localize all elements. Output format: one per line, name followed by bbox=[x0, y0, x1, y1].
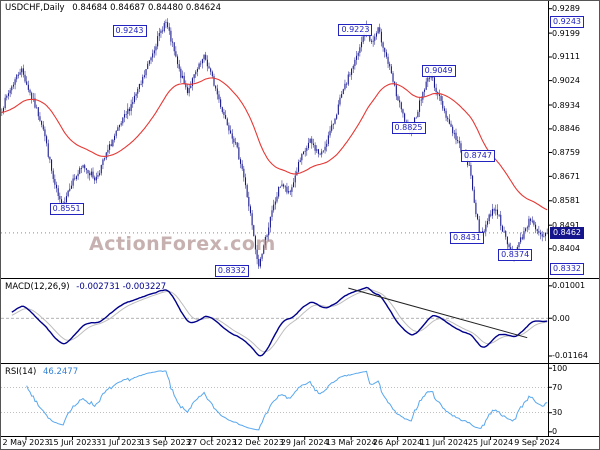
x-axis-date-label: 9 Sep 2024 bbox=[514, 438, 560, 447]
macd-indicator-label: MACD(12,26,9) -0.002731 -0.003227 bbox=[5, 282, 166, 292]
x-axis-date-label: 13 Mar 2024 bbox=[325, 438, 377, 447]
x-axis-date-label: 13 Sep 2023 bbox=[140, 438, 191, 447]
price-axis-label: 0.9024 bbox=[552, 76, 580, 86]
price-axis-label: 0.8404 bbox=[552, 244, 580, 254]
x-axis-date-label: 12 Dec 2023 bbox=[232, 438, 284, 447]
rsi-axis-label: 100 bbox=[552, 363, 568, 373]
macd-current-values: -0.002731 -0.003227 bbox=[76, 282, 167, 292]
x-axis-date-label: 15 Jun 2023 bbox=[48, 438, 97, 447]
price-level-annotation: 0.9223 bbox=[338, 23, 373, 36]
x-axis-date-label: 31 Jul 2023 bbox=[96, 438, 142, 447]
x-axis-date-label: 27 Oct 2023 bbox=[187, 438, 237, 447]
actionforex-watermark: ActionForex.com bbox=[89, 233, 276, 255]
rsi-current-value: 46.2477 bbox=[42, 367, 79, 377]
price-level-annotation: 0.8747 bbox=[460, 149, 495, 162]
price-level-annotation: 0.8825 bbox=[391, 121, 426, 134]
rsi-axis-label: 0 bbox=[552, 427, 558, 437]
macd-axis-label: -0.01164 bbox=[552, 351, 588, 361]
ohlc-values: 0.84684 0.84687 0.84480 0.84624 bbox=[72, 3, 222, 13]
macd-line bbox=[11, 286, 548, 357]
x-axis-date-label: 25 Jul 2024 bbox=[467, 438, 514, 447]
price-level-annotation: 0.8332 bbox=[214, 265, 249, 278]
macd-axis-label: 0.00 bbox=[552, 313, 570, 323]
price-level-annotation: 0.8551 bbox=[49, 202, 84, 215]
price-level-annotation: 0.9049 bbox=[421, 64, 456, 77]
rsi-name: RSI(14) bbox=[5, 367, 37, 377]
x-axis-date-label: 11 Jun 2024 bbox=[420, 438, 469, 447]
price-axis-label: 0.8759 bbox=[552, 147, 580, 157]
price-axis-label: 0.9289 bbox=[552, 4, 580, 14]
x-axis-date-label: 26 Apr 2024 bbox=[372, 438, 423, 447]
ma-line bbox=[1, 77, 548, 211]
x-axis-date-label: 2 May 2023 bbox=[2, 438, 50, 447]
candle-bodies bbox=[1, 22, 548, 267]
macd-name: MACD(12,26,9) bbox=[5, 282, 70, 292]
macd-trendline bbox=[348, 287, 528, 339]
price-axis-label: 0.8581 bbox=[552, 196, 580, 206]
price-axis-label: 0.8934 bbox=[552, 100, 580, 110]
price-axis-label: 0.9199 bbox=[552, 28, 580, 38]
rsi-indicator-label: RSI(14) 46.2477 bbox=[5, 367, 78, 377]
macd-signal-line bbox=[11, 289, 548, 353]
rsi-axis-label: 70 bbox=[552, 382, 563, 392]
rsi-axis-label: 30 bbox=[552, 408, 563, 418]
chart-title: USDCHF,Daily 0.84684 0.84687 0.84480 0.8… bbox=[5, 3, 221, 13]
price-level-annotation: 0.8431 bbox=[450, 232, 485, 245]
current-price-axis-box: 0.8462 bbox=[550, 227, 584, 240]
price-level-annotation: 0.8374 bbox=[498, 248, 533, 261]
price-axis-label: 0.8671 bbox=[552, 171, 580, 181]
price-level-annotation: 0.9243 bbox=[112, 25, 147, 38]
x-axis-date-label: 29 Jan 2024 bbox=[280, 438, 329, 447]
candle-wicks bbox=[1, 18, 548, 269]
rsi-line bbox=[26, 370, 548, 431]
price-axis-label: 0.9111 bbox=[552, 52, 580, 62]
symbol-timeframe-label: USDCHF,Daily bbox=[5, 3, 65, 13]
price-axis-label: 0.8491 bbox=[552, 220, 580, 230]
macd-axis-label: 0.01001 bbox=[552, 281, 586, 291]
level-axis-box: 0.8332 bbox=[550, 262, 584, 275]
price-axis-label: 0.8846 bbox=[552, 124, 580, 134]
level-axis-box: 0.9243 bbox=[550, 15, 584, 28]
